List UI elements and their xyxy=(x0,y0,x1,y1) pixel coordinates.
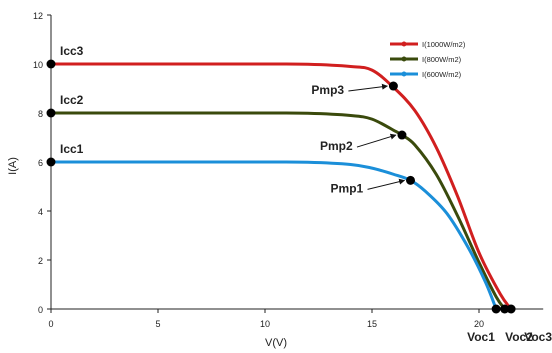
y-tick-label: 10 xyxy=(33,60,43,70)
voc-label: Voc3 xyxy=(524,330,552,344)
legend-label: I(800W/m2) xyxy=(422,55,462,64)
voc-label: Voc1 xyxy=(467,330,495,344)
x-tick-label: 15 xyxy=(367,319,377,329)
series-line-1 xyxy=(50,62,513,310)
legend-label: I(1000W/m2) xyxy=(422,40,466,49)
x-tick-label: 20 xyxy=(474,319,484,329)
y-axis-label: I(A) xyxy=(7,157,19,175)
x-tick-label: 5 xyxy=(155,319,160,329)
marker-point xyxy=(506,304,516,314)
y-tick-label: 6 xyxy=(38,158,43,168)
marker-point xyxy=(491,304,501,314)
icc-label: Icc2 xyxy=(60,93,84,107)
pmp-label: Pmp2 xyxy=(320,139,353,153)
pmp-arrow xyxy=(356,133,397,148)
series-line-3 xyxy=(51,160,498,310)
pmp-arrow xyxy=(348,83,388,92)
voc-label: Voc2 xyxy=(505,330,533,344)
icc-label: Icc3 xyxy=(60,44,84,58)
x-axis-label: V(V) xyxy=(265,337,287,349)
pmp-label: Pmp1 xyxy=(331,181,364,195)
y-tick-label: 8 xyxy=(38,109,43,119)
marker-point xyxy=(388,81,398,91)
legend-label: I(600W/m2) xyxy=(422,70,462,79)
y-tick-label: 12 xyxy=(33,11,43,21)
marker-point xyxy=(397,130,407,140)
x-tick-label: 10 xyxy=(260,319,270,329)
legend-swatch-dot xyxy=(401,71,407,77)
x-tick-label: 0 xyxy=(48,319,53,329)
marker-point xyxy=(46,157,56,167)
series-line-2 xyxy=(51,111,506,310)
marker-point xyxy=(46,108,56,118)
y-tick-label: 0 xyxy=(38,305,43,315)
pmp-label: Pmp3 xyxy=(311,83,344,97)
marker-point xyxy=(406,175,416,185)
legend-swatch-dot xyxy=(401,56,407,62)
pmp-arrow xyxy=(367,178,406,190)
marker-point xyxy=(46,59,56,69)
icc-label: Icc1 xyxy=(60,142,84,156)
legend-swatch-dot xyxy=(401,41,407,47)
y-tick-label: 4 xyxy=(38,207,43,217)
y-tick-label: 2 xyxy=(38,256,43,266)
marker-point xyxy=(500,304,510,314)
